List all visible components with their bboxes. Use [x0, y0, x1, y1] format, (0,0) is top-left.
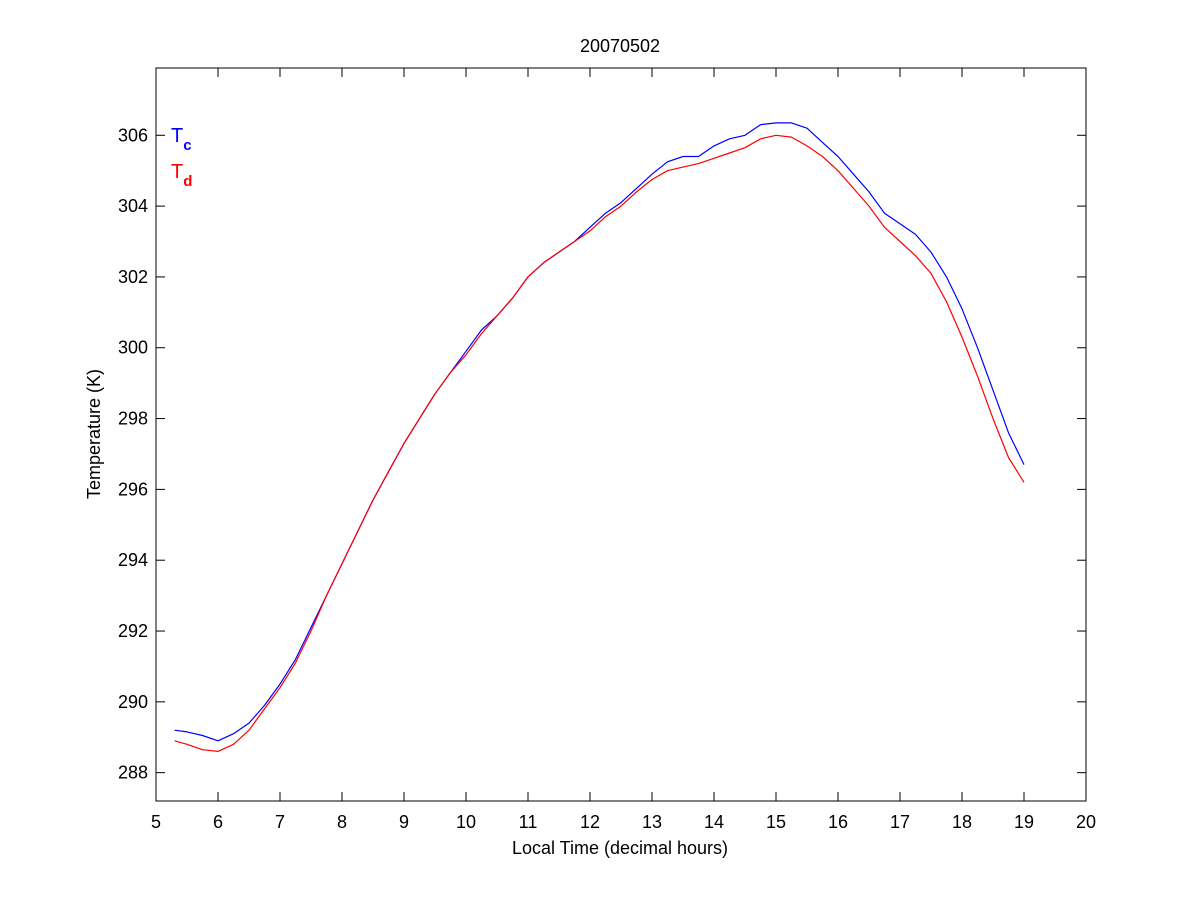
x-tick-label: 5: [151, 812, 161, 832]
x-tick-label: 20: [1076, 812, 1096, 832]
x-tick-label: 11: [519, 812, 538, 832]
series-line-c: [174, 122, 1025, 742]
x-tick-label: 15: [766, 812, 786, 832]
x-tick-label: 10: [456, 812, 476, 832]
legend: Tc Td: [171, 125, 192, 190]
x-tick-label: 16: [828, 812, 848, 832]
plot-area: 5 6 7 8 9 10 11 12 13 14 15 16 17 18 19 20 288 290 292 294 2…: [118, 67, 1096, 832]
y-tick-label: 288: [118, 763, 148, 783]
x-tick-label: 6: [213, 812, 223, 832]
x-tick-label: 18: [952, 812, 972, 832]
y-tick-label: 302: [118, 267, 148, 287]
y-tick-label: 292: [118, 621, 148, 641]
x-tick-label: 14: [704, 812, 724, 832]
chart-title: 20070502: [580, 36, 660, 56]
y-tick-label: 306: [118, 125, 148, 145]
x-tick-label: 8: [337, 812, 347, 832]
x-tick-label: 13: [642, 812, 662, 832]
y-tick-label: 290: [118, 692, 148, 712]
x-tick-label: 12: [580, 812, 600, 832]
y-axis-title: Temperature (K): [84, 369, 104, 499]
y-tick-label: 304: [118, 196, 148, 216]
x-axis-title: Local Time (decimal hours): [512, 838, 728, 858]
y-tick-label: 300: [118, 338, 148, 358]
x-tick-label: 9: [399, 812, 409, 832]
y-tick-label: 298: [118, 409, 148, 429]
x-tick-label: 17: [890, 812, 910, 832]
x-tick-label: 19: [1014, 812, 1034, 832]
axes-box: [155, 67, 1087, 802]
legend-entry-d: Td: [171, 161, 192, 190]
y-tick-label: 294: [118, 550, 148, 570]
y-tick-label: 296: [118, 479, 148, 499]
series-line-d: [174, 134, 1025, 752]
x-tick-label: 7: [275, 812, 285, 832]
legend-entry-c: Tc: [171, 125, 192, 154]
